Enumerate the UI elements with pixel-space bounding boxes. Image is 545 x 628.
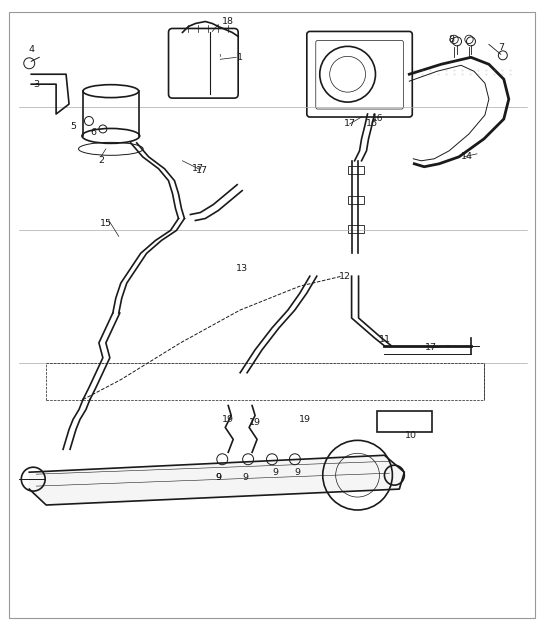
Bar	[378, 411, 432, 433]
Text: 1: 1	[237, 53, 243, 62]
Text: 14: 14	[461, 153, 473, 161]
Text: 5: 5	[70, 122, 76, 131]
Text: 12: 12	[338, 272, 350, 281]
Text: 17: 17	[192, 165, 204, 173]
Text: 18: 18	[222, 17, 234, 26]
Text: 8: 8	[448, 35, 454, 44]
Bar	[348, 166, 364, 174]
Text: 19: 19	[222, 415, 234, 424]
Text: 19: 19	[299, 415, 311, 424]
Text: 9: 9	[295, 468, 301, 477]
Text: 10: 10	[405, 431, 417, 440]
Bar	[348, 225, 364, 234]
Text: 19: 19	[249, 418, 261, 427]
Text: 9: 9	[215, 473, 221, 482]
Text: 7: 7	[498, 43, 504, 52]
Text: 11: 11	[378, 335, 390, 344]
Bar	[348, 195, 364, 203]
Text: 6: 6	[90, 129, 96, 138]
Polygon shape	[29, 455, 404, 505]
Text: 16: 16	[372, 114, 383, 123]
Text: 16: 16	[366, 119, 378, 129]
Text: 2: 2	[98, 156, 104, 165]
Text: 15: 15	[100, 219, 112, 228]
Text: 9: 9	[272, 468, 278, 477]
Text: 13: 13	[236, 264, 248, 273]
Text: 4: 4	[28, 45, 34, 54]
Text: 9: 9	[242, 473, 248, 482]
Text: 17: 17	[196, 166, 208, 175]
Text: 9: 9	[215, 473, 221, 482]
Text: 17: 17	[425, 344, 437, 352]
Text: 17: 17	[343, 119, 355, 129]
Text: 3: 3	[33, 80, 39, 89]
